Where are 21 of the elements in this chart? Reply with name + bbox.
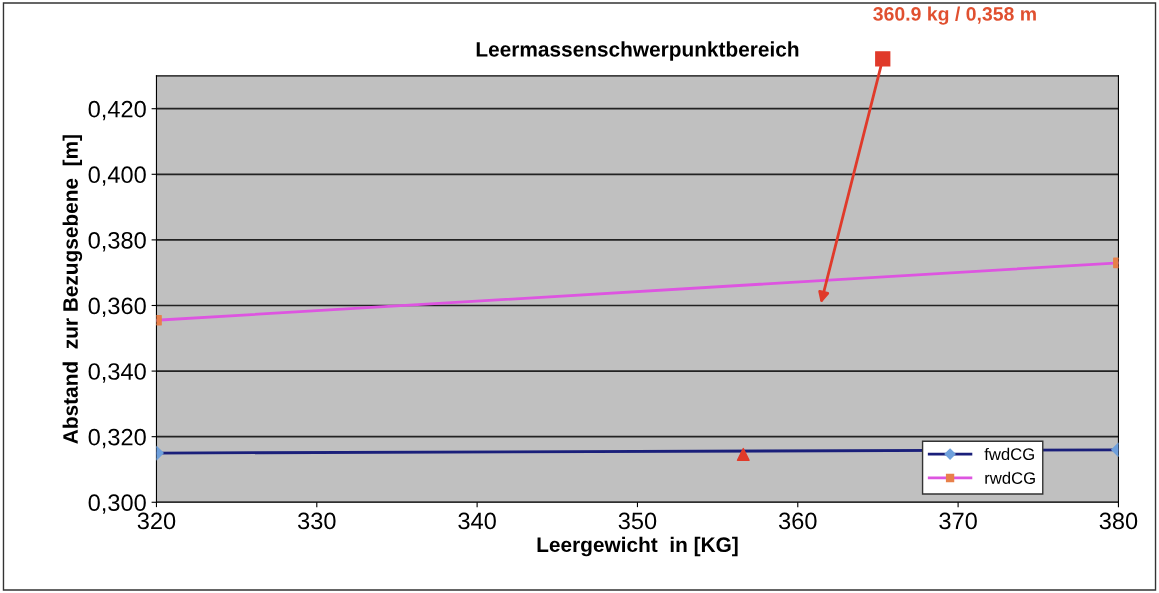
x-tick-label: 350	[618, 512, 657, 530]
x-tick-label: 370	[939, 512, 977, 530]
chart-title: Leermassenschwerpunktbereich	[476, 41, 799, 61]
y-tick-label: 0,360	[88, 297, 146, 318]
x-tick-label: 330	[298, 512, 336, 530]
y-tick-label: 0,420	[88, 100, 146, 121]
y-tick-label: 0,300	[88, 494, 146, 514]
y-tick-label: 0,400	[88, 166, 146, 186]
x-tick-label: 320	[137, 512, 176, 530]
y-tick-label: 0,340	[88, 363, 146, 383]
y-axis-title: Abstand zur Bezugsebene [m]	[62, 135, 83, 444]
x-tick-label: 380	[1099, 512, 1138, 530]
x-tick-label: 340	[458, 512, 496, 530]
y-tick-label: 0,320	[88, 428, 146, 449]
legend-label: rwdCG	[985, 471, 1035, 484]
legend-label: fwdCG	[984, 447, 1034, 461]
y-tick-label: 0,380	[88, 231, 146, 252]
text: 360.9 kg / 0,358 m	[873, 6, 1036, 25]
x-tick-label: 360	[778, 512, 817, 530]
x-axis-title: Leergewicht in [KG]	[537, 536, 738, 557]
point	[736, 447, 750, 461]
